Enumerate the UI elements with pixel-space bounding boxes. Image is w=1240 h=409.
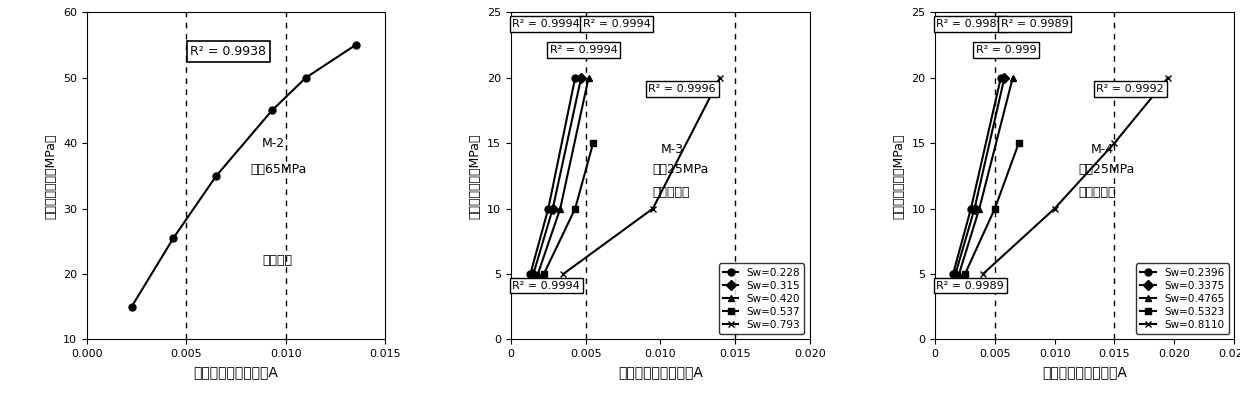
Sw=0.793 [556, 272, 570, 276]
Line: Sw=0.315: Sw=0.315 [529, 74, 584, 277]
Text: R² = 0.9938: R² = 0.9938 [191, 45, 267, 58]
Sw=0.3375 [967, 206, 982, 211]
Sw=0.5323 [987, 206, 1002, 211]
Text: M-2: M-2 [262, 137, 285, 150]
Text: R² = 0.9992: R² = 0.9992 [1096, 84, 1164, 94]
Sw=0.315 [526, 272, 541, 276]
Line: Sw=0.4765: Sw=0.4765 [956, 74, 1017, 277]
Text: R² = 0.9994: R² = 0.9994 [549, 45, 618, 55]
Sw=0.8110 [1047, 206, 1061, 211]
Text: 饱和岩石: 饱和岩石 [262, 254, 293, 267]
Legend: Sw=0.228, Sw=0.315, Sw=0.420, Sw=0.537, Sw=0.793: Sw=0.228, Sw=0.315, Sw=0.420, Sw=0.537, … [718, 263, 805, 334]
Sw=0.3375 [947, 272, 962, 276]
Sw=0.793 [713, 75, 728, 80]
Text: R² = 0.999: R² = 0.999 [976, 45, 1037, 55]
Sw=0.4765 [951, 272, 966, 276]
Text: R² = 0.9994: R² = 0.9994 [512, 281, 580, 290]
Sw=0.793 [645, 206, 660, 211]
Text: 围压25MPa: 围压25MPa [652, 163, 709, 176]
Sw=0.420 [531, 272, 546, 276]
Sw=0.4765 [1006, 75, 1021, 80]
Sw=0.2396 [963, 206, 978, 211]
Line: Sw=0.8110: Sw=0.8110 [980, 74, 1172, 277]
Sw=0.8110 [976, 272, 991, 276]
Sw=0.537 [537, 272, 552, 276]
Sw=0.420 [582, 75, 596, 80]
Sw=0.228 [568, 75, 583, 80]
Text: R² = 0.9994: R² = 0.9994 [512, 19, 580, 29]
Text: 围压25MPa: 围压25MPa [1079, 163, 1135, 176]
Text: R² = 0.9989: R² = 0.9989 [936, 19, 1004, 29]
Text: 含水饱和度: 含水饱和度 [1079, 187, 1116, 199]
Line: Sw=0.537: Sw=0.537 [541, 140, 596, 277]
Sw=0.8110 [1107, 141, 1122, 146]
Text: R² = 0.9994: R² = 0.9994 [583, 19, 651, 29]
Y-axis label: 实测孔隙压力（MPa）: 实测孔隙压力（MPa） [45, 133, 57, 219]
Text: 围压65MPa: 围压65MPa [250, 163, 306, 176]
Sw=0.2396 [946, 272, 961, 276]
Text: R² = 0.9996: R² = 0.9996 [649, 84, 715, 94]
Y-axis label: 实测孔隙压力（MPa）: 实测孔隙压力（MPa） [893, 133, 905, 219]
Legend: Sw=0.2396, Sw=0.3375, Sw=0.4765, Sw=0.5323, Sw=0.8110: Sw=0.2396, Sw=0.3375, Sw=0.4765, Sw=0.53… [1136, 263, 1229, 334]
Text: R² = 0.9989: R² = 0.9989 [936, 281, 1004, 290]
Sw=0.4765 [972, 206, 987, 211]
Sw=0.420 [553, 206, 568, 211]
Sw=0.3375 [997, 75, 1012, 80]
Line: Sw=0.228: Sw=0.228 [527, 74, 579, 277]
Sw=0.5323 [1012, 141, 1027, 146]
Text: M-3: M-3 [660, 143, 683, 156]
Y-axis label: 实测孔隙压力（MPa）: 实测孔隙压力（MPa） [469, 133, 481, 219]
X-axis label: 复合弹性模量组合项A: 复合弹性模量组合项A [193, 365, 279, 379]
Sw=0.2396 [993, 75, 1008, 80]
Sw=0.537 [585, 141, 600, 146]
Text: R² = 0.9989: R² = 0.9989 [1001, 19, 1069, 29]
Line: Sw=0.793: Sw=0.793 [559, 74, 723, 277]
Line: Sw=0.5323: Sw=0.5323 [961, 140, 1022, 277]
Text: M-4: M-4 [1090, 143, 1114, 156]
Sw=0.8110 [1161, 75, 1176, 80]
Line: Sw=0.420: Sw=0.420 [534, 74, 591, 277]
Sw=0.228 [541, 206, 556, 211]
Sw=0.315 [546, 206, 560, 211]
Sw=0.537 [568, 206, 583, 211]
Sw=0.315 [574, 75, 589, 80]
X-axis label: 复合弹性模量组合项A: 复合弹性模量组合项A [1042, 365, 1127, 379]
Line: Sw=0.3375: Sw=0.3375 [952, 74, 1008, 277]
Sw=0.228 [523, 272, 538, 276]
X-axis label: 复合弹性模量组合项A: 复合弹性模量组合项A [618, 365, 703, 379]
Line: Sw=0.2396: Sw=0.2396 [950, 74, 1004, 277]
Text: 含水饱和度: 含水饱和度 [652, 187, 691, 199]
Sw=0.5323 [957, 272, 972, 276]
